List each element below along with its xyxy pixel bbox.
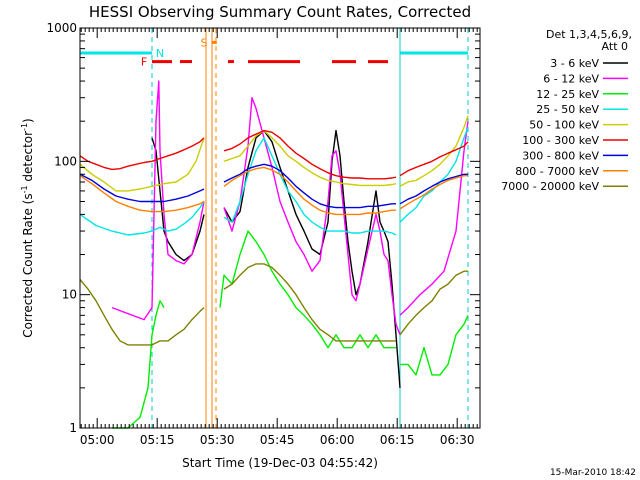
legend-label-3: 25 - 50 keV: [536, 103, 599, 116]
legend: Det 1,3,4,5,6,9, Att 0 3 - 6 keV 6 - 12 k…: [501, 28, 632, 193]
y-tick-label: 1: [69, 421, 77, 435]
y-tick-label: 10: [62, 288, 77, 302]
series-line-7: [399, 175, 468, 210]
flag-label-f: F: [141, 56, 147, 69]
series-line-2: [400, 315, 469, 376]
timestamp: 15-Mar-2010 18:42: [550, 468, 636, 478]
x-axis: 05:00 05:15 05:30 05:45 06:00 06:15 06:30: [80, 28, 478, 447]
x-tick-label: 06:15: [380, 433, 415, 447]
y-tick-label: 1000: [46, 21, 77, 35]
x-tick-label: 05:30: [200, 433, 235, 447]
series-line-4: [399, 115, 469, 187]
series-line-6: [223, 163, 396, 209]
y-label-mid: detector: [21, 131, 35, 186]
series-line-1: [111, 80, 205, 321]
series-line-2: [219, 230, 396, 349]
legend-label-8: 7000 - 20000 keV: [501, 180, 599, 193]
series-line-3: [79, 201, 205, 236]
series-line-3: [223, 137, 397, 236]
legend-label-4: 50 - 100 keV: [529, 119, 599, 132]
legend-header-detectors: Det 1,3,4,5,6,9,: [546, 28, 632, 41]
x-tick-label: 05:45: [260, 433, 295, 447]
series-line-8: [399, 270, 468, 336]
y-label-post: ): [21, 118, 35, 123]
series-line-6: [79, 173, 205, 203]
vlines-layer: [151, 28, 469, 428]
series-line-0: [151, 137, 205, 262]
y-axis-label: Corrected Count Rate (s-1 detector-1): [20, 118, 35, 337]
x-axis-label: Start Time (19-Dec-03 04:55:42): [182, 456, 378, 470]
series-line-6: [399, 173, 468, 205]
series-line-2: [112, 300, 165, 429]
x-tick-label: 06:30: [440, 433, 475, 447]
chart-title: HESSI Observing Summary Count Rates, Cor…: [89, 3, 471, 21]
series-line-5: [223, 129, 397, 180]
flag-label-n: N: [156, 47, 164, 60]
legend-label-5: 100 - 300 keV: [522, 134, 599, 147]
series-line-7: [223, 166, 396, 216]
legend-label-7: 800 - 7000 keV: [515, 165, 599, 178]
x-tick-label: 05:00: [80, 433, 115, 447]
series-line-1: [399, 121, 469, 316]
series-line-4: [223, 129, 397, 187]
series-line-7: [79, 175, 205, 213]
series-line-8: [79, 279, 205, 346]
flags-layer: NF S: [80, 36, 468, 69]
series-line-4: [79, 137, 205, 192]
series-line-1: [223, 97, 401, 336]
x-tick-label: 05:15: [140, 433, 175, 447]
y-label-sup2: -1: [20, 123, 29, 131]
x-tick-label: 06:00: [320, 433, 355, 447]
y-axis: 1 10 100 1000: [46, 21, 480, 435]
series-line-5: [399, 141, 469, 177]
legend-header-attenuator: Att 0: [602, 40, 628, 53]
legend-entries: 3 - 6 keV 6 - 12 keV 12 - 25 keV 25 - 50 ke…: [501, 57, 628, 193]
legend-label-6: 300 - 800 keV: [522, 149, 599, 162]
series-line-5: [79, 137, 205, 171]
plot-frame: [79, 27, 481, 429]
legend-label-0: 3 - 6 keV: [550, 57, 599, 70]
series-layer: [79, 80, 469, 429]
y-label-pre: Corrected Count Rate (s: [21, 193, 35, 337]
legend-label-2: 12 - 25 keV: [536, 88, 599, 101]
flag-label-s: S: [201, 36, 208, 49]
y-tick-label: 100: [54, 154, 77, 168]
y-label-sup1: -1: [20, 185, 29, 193]
legend-label-1: 6 - 12 keV: [543, 72, 599, 85]
series-line-8: [223, 263, 396, 342]
